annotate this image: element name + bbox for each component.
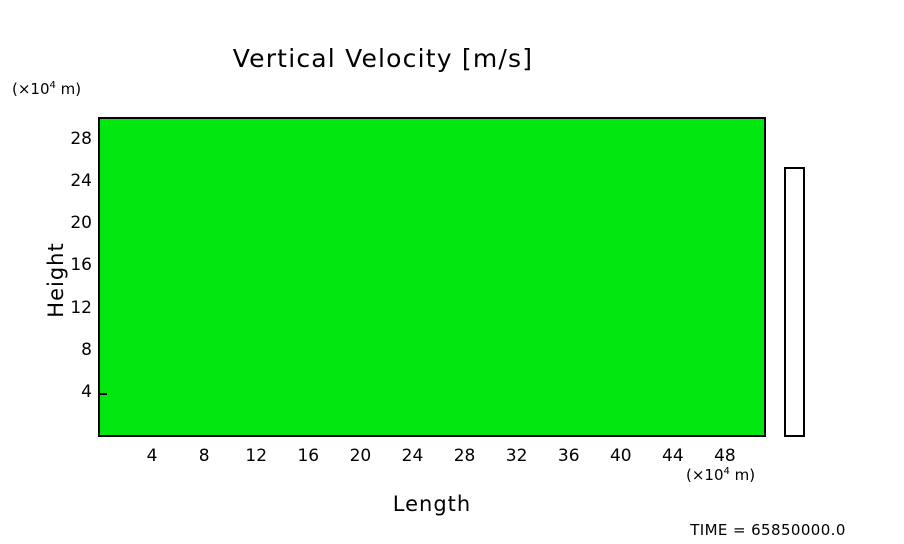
y-tick-label: 24 — [70, 171, 92, 192]
y-axis-ticks: 4 8 12 16 20 24 28 — [0, 0, 92, 544]
vertical-velocity-field — [100, 119, 764, 435]
x-axis-title: Length — [392, 492, 472, 516]
timestamp-label: TIME = 65850000.0 — [690, 521, 846, 539]
y-tick-mark — [98, 392, 107, 395]
y-tick-label: 12 — [70, 297, 92, 318]
x-tick-label: 16 — [297, 446, 320, 466]
page-title: Vertical Velocity [m/s] — [232, 44, 534, 73]
colorbar-labels — [808, 167, 904, 437]
x-tick-label: 12 — [245, 446, 268, 466]
x-tick-label: 20 — [349, 446, 372, 466]
y-axis-unit-label: (×104 m) — [12, 80, 82, 98]
colorbar — [784, 167, 805, 437]
x-tick-label: 40 — [609, 446, 632, 466]
x-tick-label: 48 — [714, 446, 736, 466]
x-tick-label: 4 — [146, 446, 158, 466]
y-tick-label: 28 — [70, 129, 92, 150]
x-tick-label: 28 — [453, 446, 476, 466]
x-tick-label: 24 — [401, 446, 424, 466]
x-axis-ticks: 4 8 12 16 20 24 28 32 36 40 44 48 — [0, 448, 904, 472]
x-tick-label: 44 — [662, 446, 684, 466]
x-axis-unit-label: (×104 m) — [686, 466, 756, 484]
x-tick-label: 36 — [557, 446, 580, 466]
x-tick-label: 8 — [198, 446, 210, 466]
x-tick-label: 32 — [505, 446, 528, 466]
y-tick-label: 16 — [70, 255, 92, 276]
y-tick-label: 4 — [81, 381, 92, 402]
contour-plot-area — [98, 117, 766, 437]
y-tick-label: 20 — [70, 213, 92, 234]
y-tick-label: 8 — [81, 339, 92, 360]
